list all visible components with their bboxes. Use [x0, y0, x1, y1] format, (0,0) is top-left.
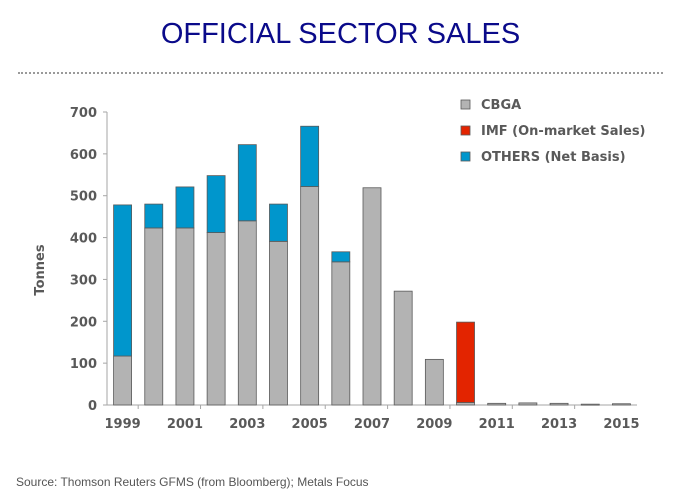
bar-others-2001	[175, 186, 195, 229]
bar-others-2006	[331, 251, 351, 263]
bar-cbga-2008	[393, 290, 413, 406]
bar-cbga-2014	[580, 403, 600, 406]
page-title: OFFICIAL SECTOR SALES	[160, 18, 521, 50]
bar-cbga-2000	[144, 227, 164, 406]
y-tick-label: 100	[70, 357, 97, 372]
y-tick-label: 200	[70, 315, 97, 330]
y-axis-label: Tonnes	[33, 244, 48, 295]
legend-swatch	[460, 99, 471, 110]
legend-swatch	[460, 151, 471, 162]
bar-cbga-2013	[549, 402, 569, 406]
legend-label: IMF (On-market Sales)	[481, 124, 646, 139]
x-tick-label: 2007	[354, 417, 390, 432]
bar-cbga-2015	[612, 403, 631, 406]
bar-others-2002	[206, 175, 226, 233]
bar-cbga-2004	[269, 240, 288, 406]
legend-swatch	[460, 125, 471, 136]
y-tick-label: 400	[70, 232, 97, 247]
y-axis: 0 100 200 300 400 500 600 700	[70, 106, 108, 414]
x-tick-label: 1999	[104, 417, 140, 432]
y-tick-label: 600	[70, 148, 97, 163]
bar-cbga-2006	[331, 261, 351, 406]
legend-label: OTHERS (Net Basis)	[481, 150, 626, 165]
legend-label: CBGA	[481, 98, 521, 113]
bar-cbga-1999	[113, 355, 132, 406]
bar-cbga-2003	[237, 220, 257, 406]
bar-cbga-2009	[424, 358, 444, 406]
stacked-bar-chart: 0 100 200 300 400 500 600 700 1999 2001 2003 2005 2…	[33, 98, 646, 432]
legend: CBGA IMF (On-market Sales) OTHERS (Net Bas…	[460, 98, 646, 165]
x-tick-label: 2001	[167, 417, 203, 432]
bar-cbga-2012	[518, 402, 538, 406]
bar-others-2005	[300, 125, 320, 187]
x-tick-label: 2009	[416, 417, 452, 432]
bar-others-2004	[269, 203, 288, 242]
bar-cbga-2011	[487, 402, 507, 406]
x-tick-label: 2011	[479, 417, 515, 432]
bar-cbga-2007	[362, 187, 382, 406]
y-tick-label: 300	[70, 273, 97, 288]
x-tick-label: 2005	[292, 417, 328, 432]
bar-others-1999	[113, 204, 132, 357]
bar-others-2003	[237, 144, 257, 222]
bar-cbga-2002	[206, 232, 226, 406]
x-tick-label: 2015	[603, 417, 639, 432]
bars	[113, 125, 631, 406]
y-tick-label: 0	[88, 399, 97, 414]
source-note: Source: Thomson Reuters GFMS (from Bloom…	[16, 475, 369, 489]
bar-others-2000	[144, 203, 164, 229]
title-divider	[18, 72, 663, 74]
bar-imf-2010	[456, 321, 475, 403]
x-tick-label: 2013	[541, 417, 577, 432]
x-tick-label: 2003	[229, 417, 265, 432]
bar-cbga-2001	[175, 227, 195, 406]
x-axis: 1999 2001 2003 2005 2007 2009 2011 2013 2015	[103, 404, 640, 432]
bar-cbga-2005	[300, 186, 320, 406]
y-tick-label: 500	[70, 190, 97, 205]
y-tick-label: 700	[70, 106, 97, 121]
